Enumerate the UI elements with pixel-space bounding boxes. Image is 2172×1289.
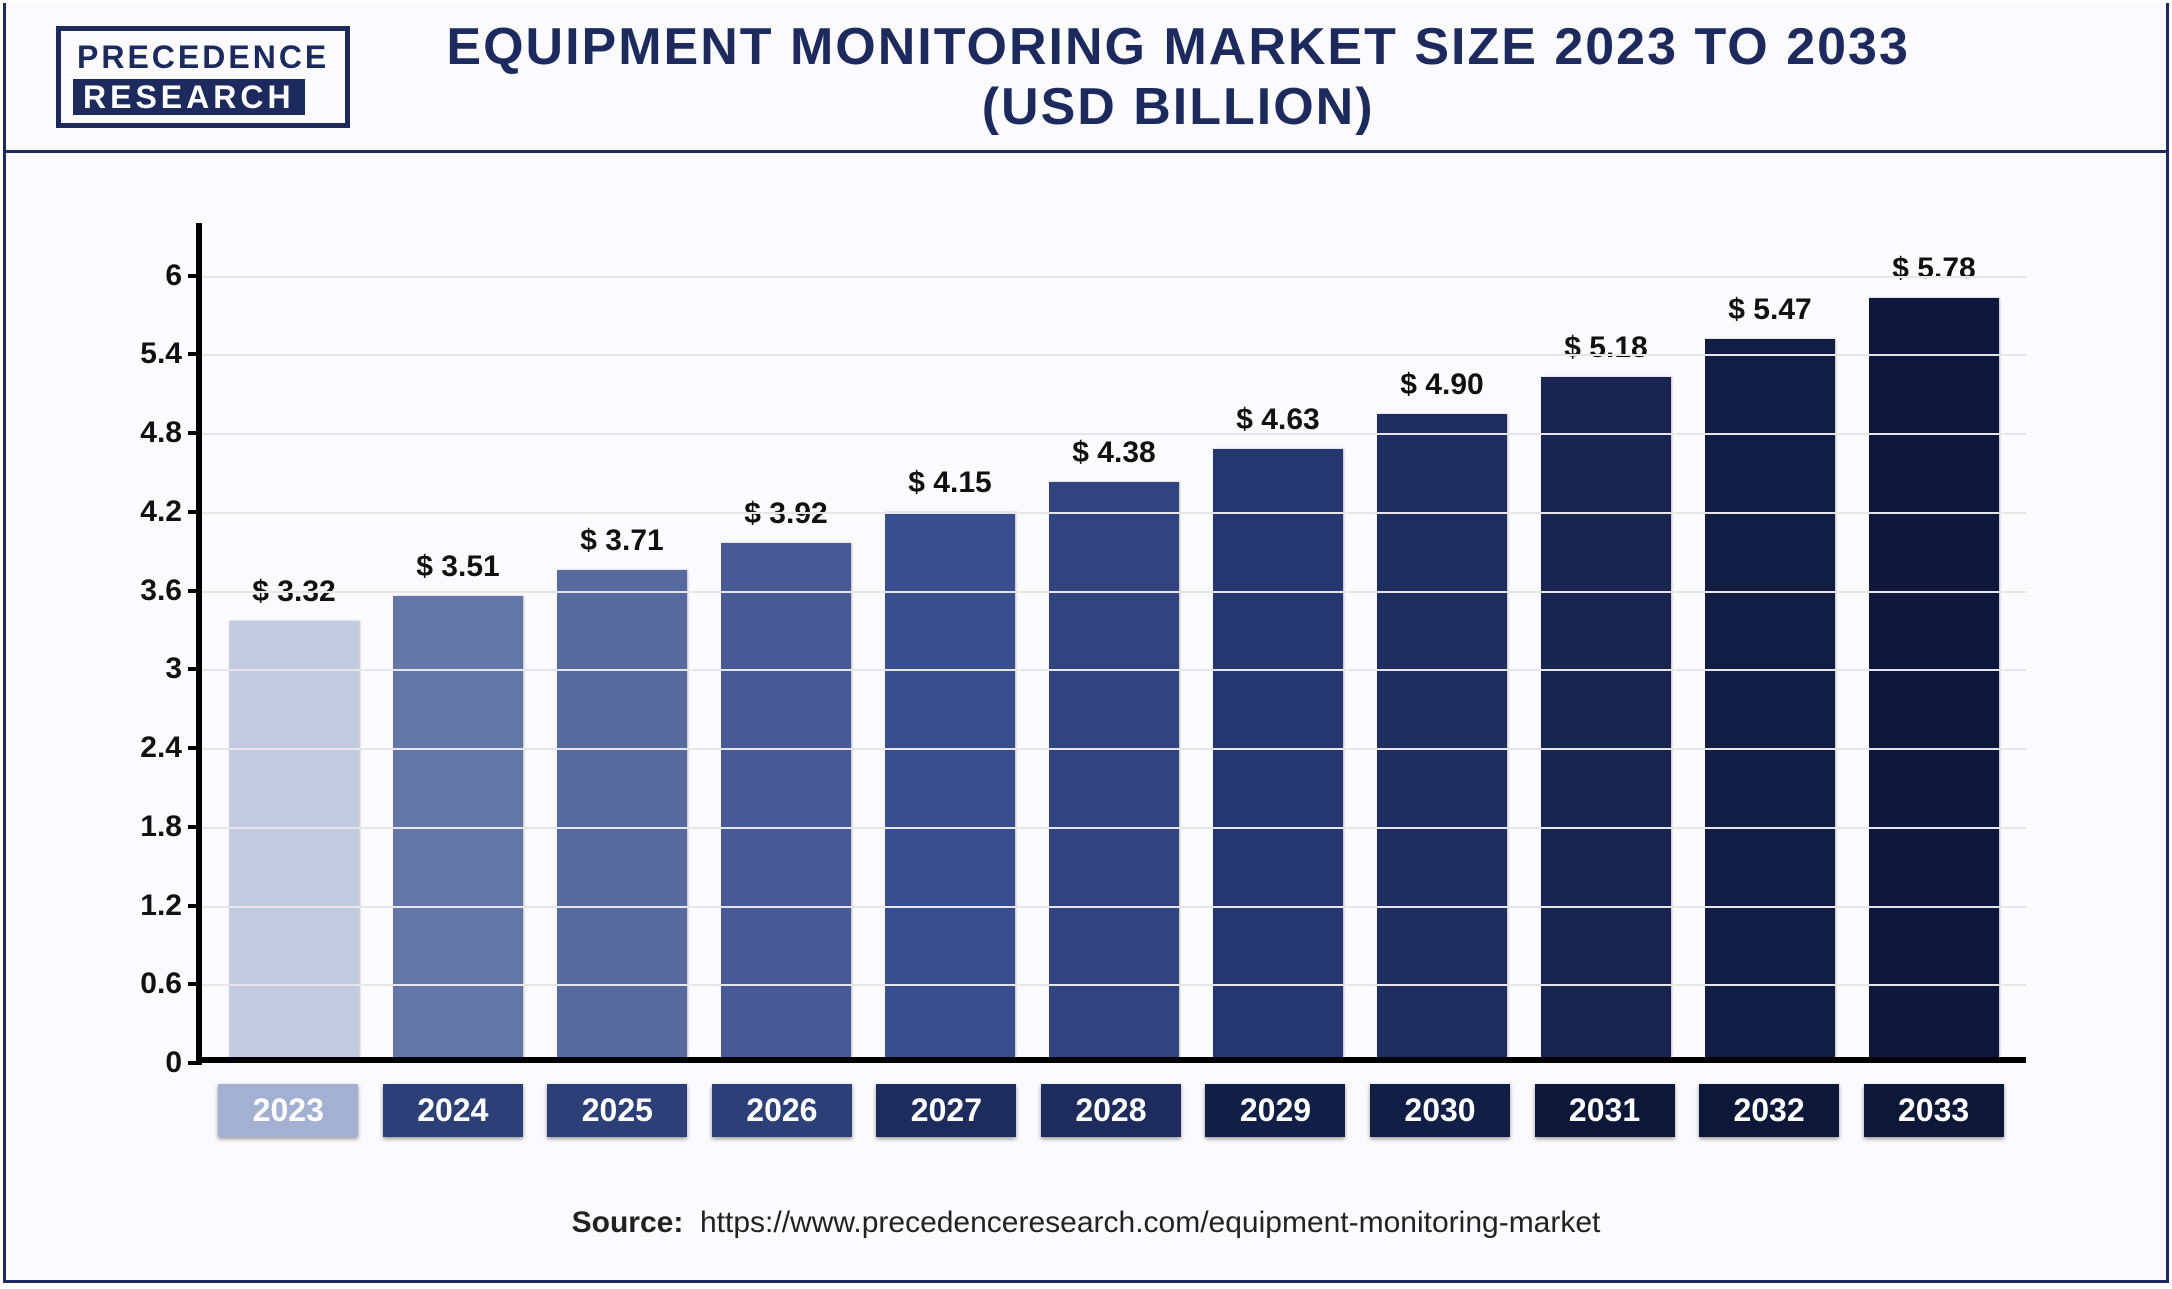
chart-title: EQUIPMENT MONITORING MARKET SIZE 2023 TO… [390, 17, 2166, 137]
y-tick [188, 904, 202, 908]
bar-slot: $ 3.92 [716, 497, 856, 1058]
y-axis-label: 4.8 [122, 416, 182, 450]
grid-line [202, 827, 2026, 829]
y-tick [188, 589, 202, 593]
bar-value-label: $ 4.90 [1400, 368, 1483, 402]
x-axis-label: 2031 [1535, 1084, 1675, 1137]
y-axis-label: 0.6 [122, 967, 182, 1001]
bar-slot: $ 4.63 [1208, 403, 1348, 1057]
bar-slot: $ 4.38 [1044, 436, 1184, 1057]
x-axis-label: 2023 [218, 1084, 358, 1137]
y-axis-label: 2.4 [122, 731, 182, 765]
grid-line [202, 984, 2026, 986]
bar [1049, 482, 1179, 1057]
bar-value-label: $ 3.51 [416, 550, 499, 584]
y-tick [188, 982, 202, 986]
grid-line [202, 748, 2026, 750]
bar [229, 621, 359, 1057]
grid-line [202, 512, 2026, 514]
bar [1869, 298, 1999, 1057]
y-tick [188, 1061, 202, 1065]
bar [1377, 414, 1507, 1057]
y-tick [188, 510, 202, 514]
x-axis-labels: 2023 2024 2025 2026 2027 2028 2029 2030 2031 2032… [196, 1084, 2026, 1137]
bar-value-label: $ 3.71 [580, 524, 663, 558]
y-tick [188, 667, 202, 671]
y-axis-label: 3.6 [122, 574, 182, 608]
logo: PRECEDENCE RESEARCH [56, 26, 350, 128]
x-axis-label: 2024 [383, 1084, 523, 1137]
bar-slot: $ 5.78 [1864, 252, 2004, 1057]
y-axis-label: 4.2 [122, 495, 182, 529]
y-axis-label: 0 [122, 1046, 182, 1080]
bar-value-label: $ 4.38 [1072, 436, 1155, 470]
chart-header: PRECEDENCE RESEARCH EQUIPMENT MONITORING… [6, 3, 2166, 153]
grid-line [202, 276, 2026, 278]
y-axis-label: 1.8 [122, 810, 182, 844]
chart-plot: $ 3.32$ 3.51$ 3.71$ 3.92$ 4.15$ 4.38$ 4.… [196, 223, 2026, 1063]
grid-line [202, 906, 2026, 908]
source-label: Source: [572, 1206, 684, 1239]
bar [1213, 449, 1343, 1057]
x-axis-label: 2028 [1041, 1084, 1181, 1137]
grid-line [202, 669, 2026, 671]
source-line: Source: https://www.precedenceresearch.c… [6, 1206, 2166, 1240]
bar-slot: $ 4.90 [1372, 368, 1512, 1057]
y-tick [188, 746, 202, 750]
bar-slot: $ 5.47 [1700, 293, 1840, 1057]
bar-slot: $ 3.51 [388, 550, 528, 1057]
x-axis-label: 2025 [547, 1084, 687, 1137]
bar [1705, 339, 1835, 1057]
logo-brand-top: PRECEDENCE [73, 39, 333, 75]
bar [721, 543, 851, 1058]
grid-line [202, 433, 2026, 435]
bar-slot: $ 3.71 [552, 524, 692, 1057]
y-axis-label: 5.4 [122, 337, 182, 371]
x-axis-label: 2027 [876, 1084, 1016, 1137]
bar [885, 512, 1015, 1057]
y-tick [188, 825, 202, 829]
x-axis-label: 2030 [1370, 1084, 1510, 1137]
x-axis-label: 2026 [712, 1084, 852, 1137]
grid-line [202, 354, 2026, 356]
y-axis-label: 3 [122, 652, 182, 686]
y-axis-label: 1.2 [122, 889, 182, 923]
y-tick [188, 352, 202, 356]
bar-value-label: $ 5.18 [1564, 331, 1647, 365]
bar-group: $ 3.32$ 3.51$ 3.71$ 3.92$ 4.15$ 4.38$ 4.… [202, 223, 2026, 1057]
x-axis-label: 2033 [1864, 1084, 2004, 1137]
x-axis-label: 2032 [1699, 1084, 1839, 1137]
bar-value-label: $ 4.15 [908, 466, 991, 500]
bar-slot: $ 4.15 [880, 466, 1020, 1057]
source-url: https://www.precedenceresearch.com/equip… [700, 1206, 1600, 1239]
chart-plot-wrap: $ 3.32$ 3.51$ 3.71$ 3.92$ 4.15$ 4.38$ 4.… [166, 223, 2026, 1063]
y-tick [188, 431, 202, 435]
grid-line [202, 591, 2026, 593]
bar-slot: $ 5.18 [1536, 331, 1676, 1057]
y-tick [188, 274, 202, 278]
bar [1541, 377, 1671, 1057]
bar-value-label: $ 5.78 [1892, 252, 1975, 286]
bar-value-label: $ 5.47 [1728, 293, 1811, 327]
y-axis-label: 6 [122, 259, 182, 293]
chart-container: PRECEDENCE RESEARCH EQUIPMENT MONITORING… [3, 3, 2169, 1283]
x-axis-label: 2029 [1205, 1084, 1345, 1137]
logo-brand-bottom: RESEARCH [73, 79, 305, 115]
